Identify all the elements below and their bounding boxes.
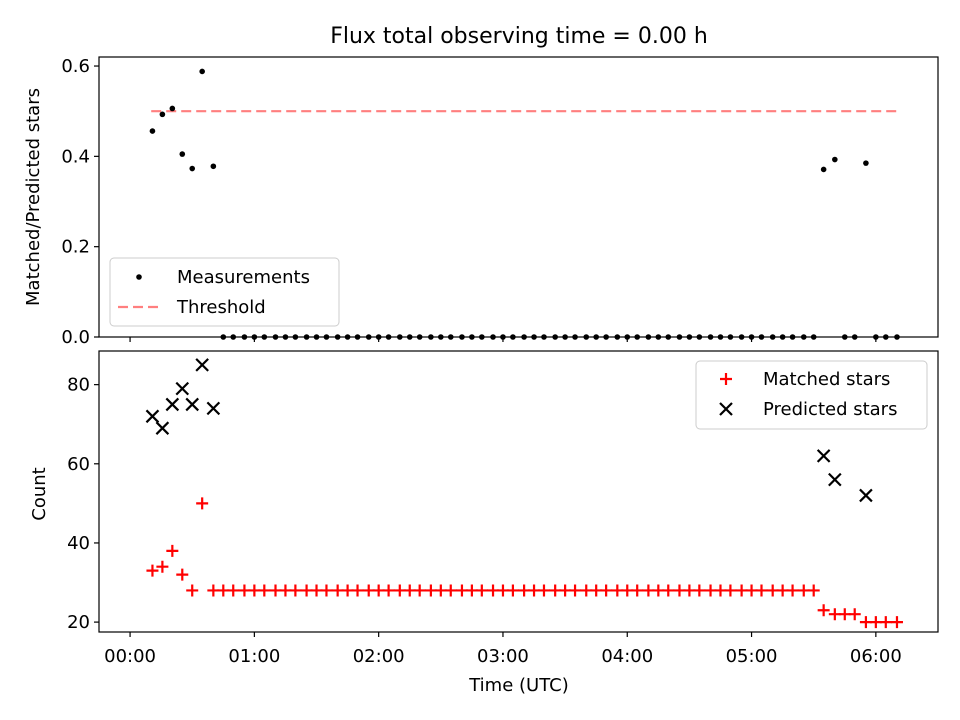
bottom-legend-box — [695, 360, 928, 430]
legend-matched-marker — [720, 373, 732, 385]
matched-star-point — [475, 584, 488, 597]
predicted-star-point — [206, 401, 221, 416]
x-tick-label: 00:00 — [104, 646, 156, 667]
bottom-y-axis-label: Count — [29, 467, 50, 520]
predicted-star-point — [165, 397, 180, 412]
bottom-axes-frame — [98, 350, 939, 633]
x-tick-label: 05:00 — [726, 646, 778, 667]
matched-star-point — [382, 584, 395, 597]
legend-predicted-marker — [719, 402, 733, 416]
predicted-star-point — [859, 488, 873, 503]
matched-stars-points — [146, 497, 903, 629]
bottom-y-ticks: 20 40 60 80 — [67, 375, 99, 633]
matched-star-point — [320, 584, 333, 597]
measurement-point — [210, 163, 217, 170]
legend-predicted-label: Predicted stars — [763, 399, 897, 420]
top-legend-box — [109, 257, 340, 327]
matched-star-point — [807, 584, 820, 597]
matched-star-point — [724, 584, 737, 597]
matched-star-point — [166, 544, 179, 557]
matched-star-point — [693, 584, 706, 597]
matched-star-point — [631, 584, 644, 597]
measurement-point — [159, 111, 166, 118]
matched-star-point — [786, 584, 799, 597]
measurement-point — [169, 105, 176, 112]
top-y-tick-label: 0.0 — [61, 327, 90, 348]
bottom-x-ticks: 00:00 01:00 02:00 03:00 04:00 05:00 06:00 — [104, 632, 902, 667]
matched-star-point — [755, 584, 768, 597]
matched-star-point — [537, 584, 550, 597]
legend-threshold-label: Threshold — [176, 297, 266, 318]
x-axis-label: Time (UTC) — [468, 675, 569, 696]
top-y-axis-label: Matched/Predicted stars — [23, 88, 44, 306]
measurement-point — [189, 165, 196, 172]
top-y-ticks: 0.0 0.2 0.4 0.6 — [61, 56, 99, 348]
measurement-point — [149, 128, 156, 134]
matched-star-point — [413, 584, 426, 597]
matched-star-point — [444, 584, 457, 597]
legend-measurements-label: Measurements — [177, 267, 310, 288]
measurement-point — [832, 156, 838, 163]
measurement-point — [863, 160, 869, 166]
top-panel: 0.0 0.2 0.4 0.6 Matched/Predicted stars Mea… — [23, 56, 939, 348]
predicted-star-point — [175, 381, 190, 396]
top-y-tick-label: 0.2 — [61, 237, 90, 258]
matched-star-point — [506, 584, 519, 597]
measurement-point — [199, 68, 205, 75]
x-tick-label: 02:00 — [353, 646, 405, 667]
predicted-star-point — [828, 472, 842, 487]
predicted-star-point — [145, 409, 160, 424]
matched-star-point — [817, 604, 830, 617]
matched-star-point — [227, 584, 240, 597]
matched-star-point — [600, 584, 613, 597]
legend-measurements-marker — [136, 274, 142, 280]
matched-star-point — [258, 584, 271, 597]
predicted-stars-points — [145, 358, 873, 503]
bottom-y-tick-label: 60 — [67, 454, 90, 475]
x-tick-label: 03:00 — [477, 646, 529, 667]
top-y-tick-label: 0.6 — [61, 56, 90, 77]
legend-matched-label: Matched stars — [763, 369, 890, 390]
matched-star-point — [848, 608, 861, 621]
matched-star-point — [351, 584, 364, 597]
matched-star-point — [186, 584, 199, 597]
top-y-tick-label: 0.4 — [61, 146, 90, 167]
matched-star-point — [146, 564, 159, 577]
matched-star-point — [196, 497, 209, 510]
predicted-star-point — [816, 449, 831, 463]
bottom-y-tick-label: 20 — [67, 612, 90, 633]
x-tick-label: 04:00 — [601, 646, 653, 667]
predicted-star-point — [185, 397, 199, 412]
x-tick-label: 06:00 — [850, 646, 902, 667]
matched-star-point — [156, 560, 169, 573]
matched-star-point — [569, 584, 582, 597]
measurement-point — [179, 151, 186, 157]
predicted-star-point — [195, 358, 209, 372]
x-tick-label: 01:00 — [228, 646, 280, 667]
bottom-y-tick-label: 40 — [67, 533, 90, 554]
matched-star-point — [890, 616, 903, 629]
bottom-y-tick-label: 80 — [67, 375, 90, 396]
measurement-point — [820, 166, 827, 173]
bottom-legend: Matched stars Predicted stars — [695, 360, 928, 430]
top-axes-frame — [98, 56, 939, 338]
predicted-star-point — [155, 421, 170, 435]
chart-title: Flux total observing time = 0.00 h — [330, 24, 708, 49]
matched-star-point — [176, 568, 189, 581]
matched-star-point — [289, 584, 302, 597]
top-legend: Measurements Threshold — [109, 257, 340, 327]
matched-star-point — [879, 616, 892, 629]
matched-star-point — [662, 584, 675, 597]
